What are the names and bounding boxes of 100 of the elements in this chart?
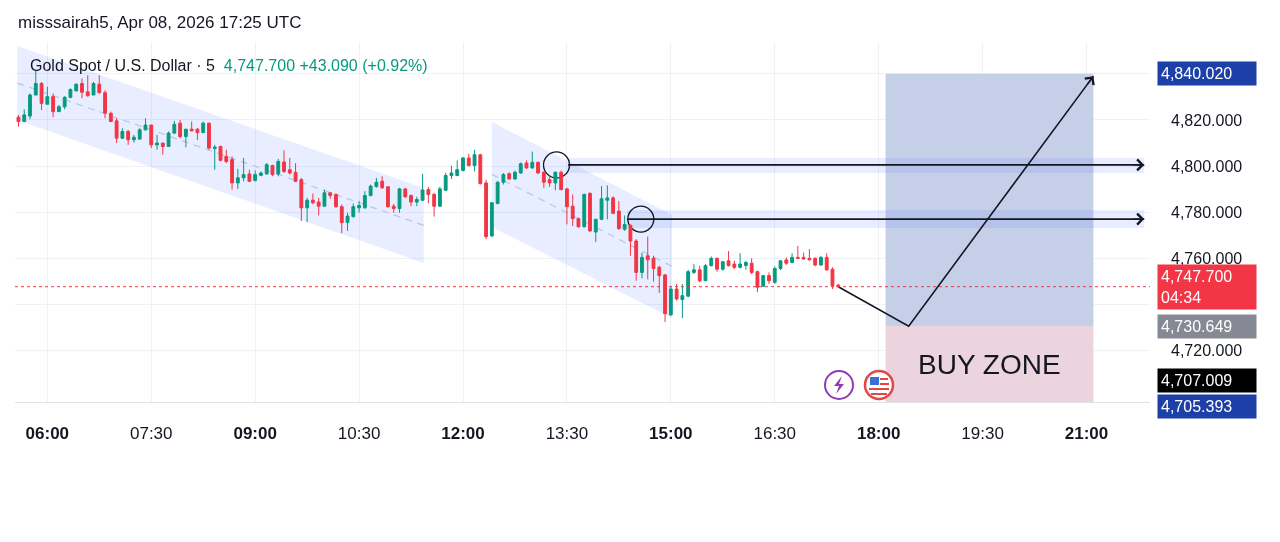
candlestick [287, 157, 292, 176]
candlestick [622, 214, 627, 232]
candlestick [380, 175, 385, 190]
candlestick [97, 74, 102, 94]
candlestick [437, 186, 442, 208]
candlestick [74, 83, 79, 92]
candlestick [409, 193, 413, 207]
candlestick [103, 89, 107, 119]
candlestick [507, 171, 512, 181]
candlestick [235, 168, 240, 190]
candlestick [553, 170, 558, 191]
candlestick [253, 169, 258, 182]
candlestick [668, 285, 673, 317]
candlestick [282, 149, 286, 174]
candlestick [616, 200, 621, 231]
candlestick [201, 121, 206, 134]
text: 4,840.020 [1161, 65, 1233, 82]
candlestick [247, 169, 252, 182]
x-tick-label: 13:30 [545, 424, 589, 444]
text: 4,705.393 [1161, 398, 1233, 415]
candlestick [108, 111, 113, 123]
x-tick-label: 15:00 [649, 424, 693, 444]
candlestick [715, 256, 719, 273]
candlestick [743, 260, 748, 271]
x-tick-label: 19:30 [961, 424, 1004, 444]
candlestick [362, 190, 367, 210]
candlestick [813, 256, 818, 267]
y-tick-label: 4,780.000 [1171, 203, 1243, 221]
candlestick [334, 193, 338, 209]
x-tick-label: 16:30 [753, 424, 797, 444]
candlestick [513, 169, 517, 181]
candlestick [582, 193, 587, 229]
candlestick [22, 108, 27, 123]
candlestick [692, 263, 696, 275]
candlestick [212, 144, 217, 171]
candlestick [33, 69, 38, 96]
candlestick [536, 160, 540, 175]
y-tick-label: 4,760.000 [1171, 249, 1243, 267]
y-tick-label: 4,820.000 [1171, 111, 1243, 129]
x-tick-label: 09:00 [233, 424, 277, 444]
candlestick [178, 119, 183, 139]
candlestick [790, 252, 794, 264]
candlestick [28, 92, 32, 120]
candlestick [524, 159, 529, 170]
candlestick [386, 185, 390, 209]
candlestick [541, 170, 546, 189]
candlestick [339, 203, 344, 234]
candlestick [478, 153, 483, 186]
text: 4,707.009 [1161, 372, 1233, 389]
candlestick [518, 161, 523, 175]
candlestick [640, 252, 644, 279]
candlestick [697, 265, 702, 283]
candlestick [720, 260, 725, 272]
annotation: BUY ZONE [918, 349, 1061, 380]
text: Gold Spot / U.S. Dollar · 5 [30, 57, 215, 74]
candlestick [270, 164, 275, 177]
candlestick [547, 175, 552, 188]
candlestick [738, 252, 743, 269]
y-tick-label: 4,800.000 [1171, 157, 1243, 175]
candlestick [259, 170, 263, 176]
candlestick [91, 81, 96, 96]
candlestick [16, 114, 21, 128]
y-tick-label: 4,720.000 [1171, 342, 1243, 360]
x-tick-label: 18:00 [856, 424, 901, 444]
candlestick [264, 162, 269, 176]
candlestick [611, 195, 616, 215]
candlestick [489, 201, 494, 238]
candlestick [276, 158, 281, 177]
candlestick [484, 179, 488, 240]
candlestick [80, 77, 84, 99]
candlestick [397, 187, 402, 214]
candlestick [126, 129, 131, 146]
candlestick [230, 155, 234, 191]
candlestick [461, 156, 465, 172]
candlestick [634, 238, 639, 282]
candlestick [357, 200, 361, 214]
candlestick [686, 269, 691, 298]
x-tick-label: 12:00 [441, 424, 485, 444]
candlestick [39, 81, 44, 111]
candlestick [795, 245, 800, 260]
candlestick [466, 153, 471, 167]
candlestick [628, 223, 633, 257]
candlestick [310, 193, 315, 205]
annotation: 4,747.700 +43.090 (+0.92%) [223, 57, 428, 74]
candlestick [426, 186, 431, 204]
candlestick [51, 92, 56, 118]
candlestick [316, 197, 321, 216]
candlestick [403, 187, 408, 199]
chart-title: misssairah5, Apr 08, 2026 17:25 UTC [18, 12, 302, 32]
candlestick [391, 203, 396, 214]
candlestick [56, 104, 61, 113]
candlestick [120, 127, 125, 140]
candlestick [784, 256, 789, 266]
candlestick [149, 124, 154, 149]
candlestick [472, 149, 477, 172]
candlestick [819, 255, 823, 267]
candlestick [85, 74, 90, 98]
x-tick-label: 10:30 [337, 424, 381, 444]
candlestick [420, 173, 425, 202]
candlestick [45, 86, 50, 105]
